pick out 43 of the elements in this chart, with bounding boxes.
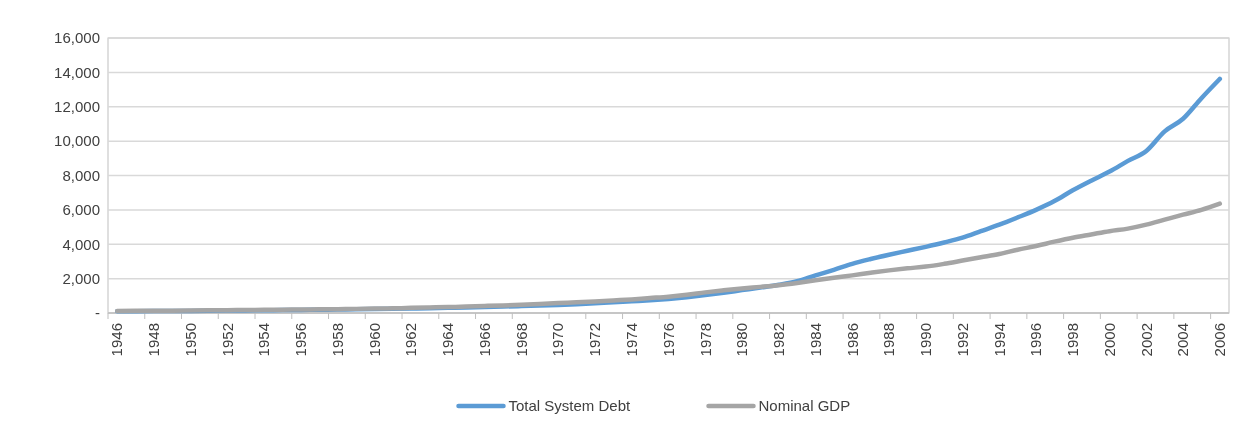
x-tick-label: 1954 <box>255 323 273 357</box>
x-tick-label: 2000 <box>1100 323 1118 357</box>
y-tick-label: 12,000 <box>54 98 100 115</box>
x-tick-label: 1974 <box>623 323 640 357</box>
x-tick-label: 1972 <box>586 323 604 357</box>
x-tick-label: 1986 <box>843 323 861 357</box>
x-tick-label: 1984 <box>806 323 824 357</box>
y-tick-label: 14,000 <box>54 63 100 81</box>
x-tick-label: 1980 <box>733 323 751 357</box>
x-tick-label: 1964 <box>439 323 457 357</box>
y-tick-label: 6,000 <box>62 201 100 219</box>
x-tick-label: 1992 <box>953 323 971 357</box>
legend-label: Total System Debt <box>508 397 632 415</box>
x-tick-label: 2004 <box>1174 323 1192 357</box>
y-tick-label: 2,000 <box>62 269 100 287</box>
x-tick-label: 1976 <box>659 323 677 357</box>
x-tick-label: 1994 <box>990 323 1008 357</box>
x-tick-label: 1990 <box>917 323 935 357</box>
y-tick-label: 8,000 <box>62 166 100 184</box>
x-tick-label: 2002 <box>1137 323 1155 357</box>
x-tick-label: 1998 <box>1064 323 1082 357</box>
y-tick-label: 10,000 <box>54 132 100 150</box>
x-tick-label: 1952 <box>218 323 236 357</box>
x-tick-label: 1982 <box>770 323 788 357</box>
x-tick-label: 1960 <box>365 323 383 357</box>
x-tick-label: 1988 <box>880 323 898 357</box>
x-tick-label: 2006 <box>1211 323 1229 357</box>
x-tick-label: 1970 <box>549 323 567 357</box>
x-tick-label: 1978 <box>696 323 714 357</box>
x-tick-label: 1946 <box>108 323 126 357</box>
x-tick-label: 1950 <box>181 323 199 357</box>
x-tick-label: 1956 <box>292 323 310 357</box>
x-tick-label: 1996 <box>1027 323 1045 357</box>
x-tick-label: 1962 <box>402 323 420 357</box>
x-tick-label: 1948 <box>145 323 163 357</box>
line-series <box>114 201 1223 314</box>
x-tick-label: 1966 <box>475 323 493 357</box>
legend-label: Nominal GDP <box>758 397 851 415</box>
y-tick-label: - <box>95 304 100 322</box>
x-tick-label: 1968 <box>512 323 530 357</box>
y-tick-label: 16,000 <box>54 29 100 47</box>
x-tick-label: 1958 <box>328 323 346 357</box>
y-tick-label: 4,000 <box>62 235 100 253</box>
